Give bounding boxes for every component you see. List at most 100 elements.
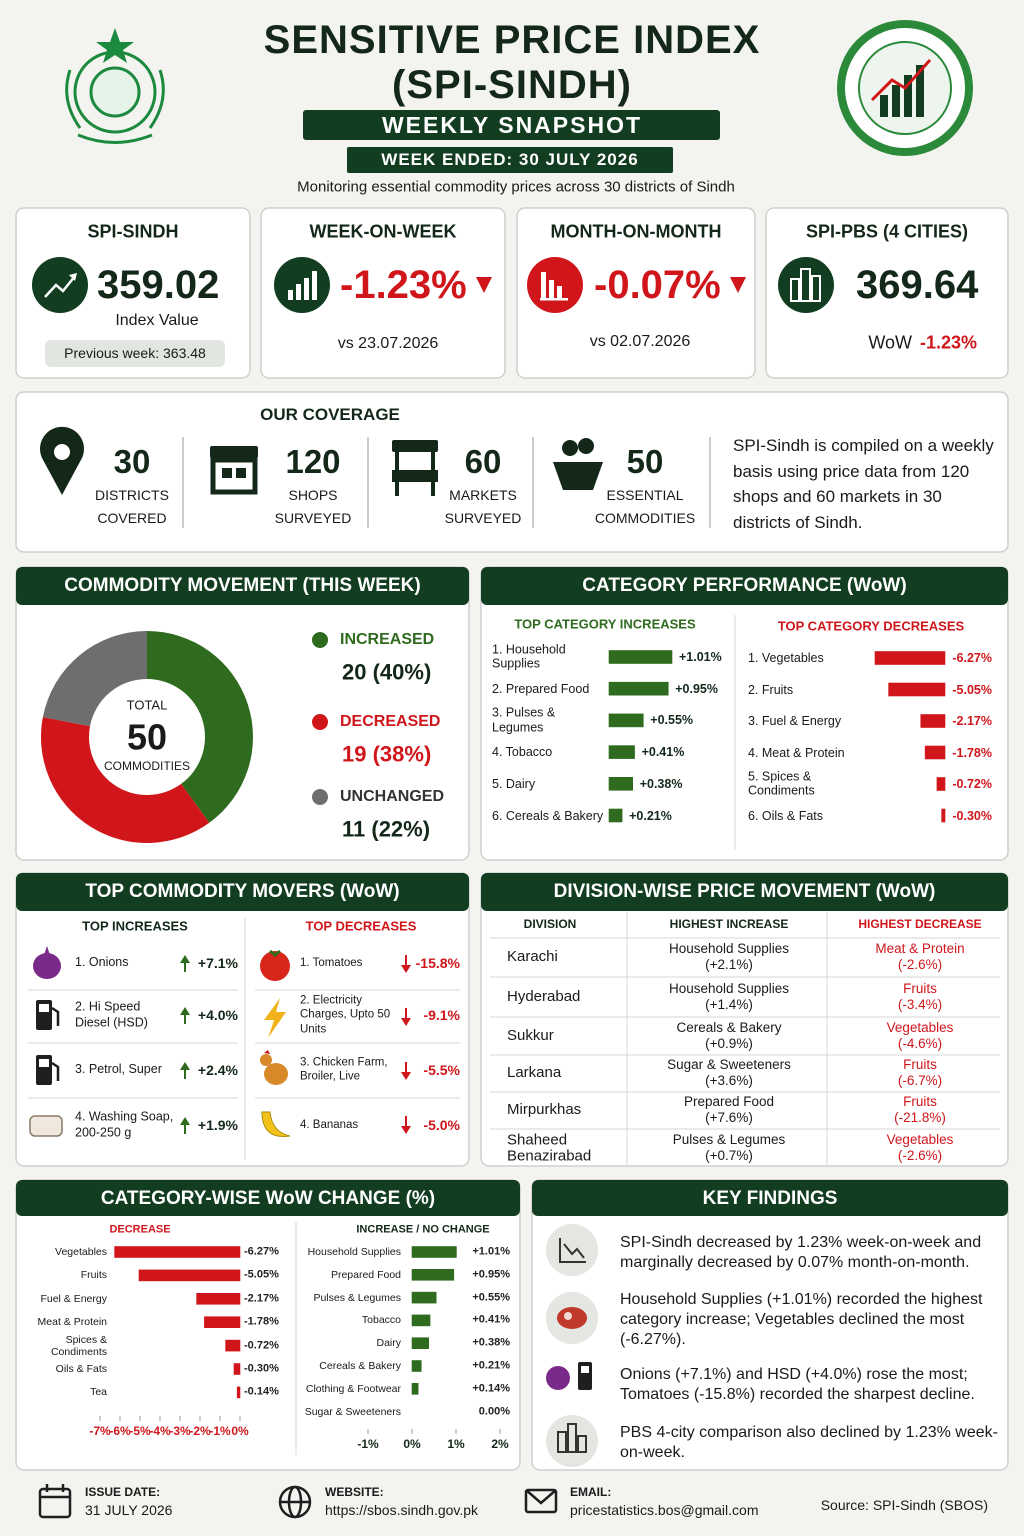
coverage-description: SPI-Sindh is compiled on a weekly basis … — [733, 436, 994, 532]
category-label: 5. Dairy — [492, 776, 536, 791]
coverage-value: 30 — [113, 443, 151, 481]
category-label: Oils & Fats — [55, 1362, 107, 1375]
legend-dot — [312, 714, 328, 730]
chart-subtitle: TOP CATEGORY DECREASES — [777, 618, 965, 634]
bar — [608, 650, 673, 664]
table-cell: Household Supplies — [668, 981, 790, 997]
subtitle: Monitoring essential commodity prices ac… — [297, 178, 735, 196]
mover-name: 3. Chicken Farm, Broiler, Live — [300, 1056, 388, 1083]
bar — [874, 651, 946, 665]
bar — [236, 1386, 241, 1399]
division-name: Larkana — [507, 1064, 562, 1082]
mover-name: 2. Electricity Charges, Upto 50 Units — [300, 994, 391, 1036]
legend-label: UNCHANGED — [340, 787, 444, 805]
table-cell: (-2.6%) — [897, 1148, 943, 1164]
kpi-title: MONTH-ON-MONTH — [550, 221, 722, 242]
dividers — [182, 437, 711, 528]
category-label: 6. Oils & Fats — [748, 808, 824, 823]
value-label: +0.21% — [472, 1359, 510, 1372]
chart-subtitle: TOP CATEGORY INCREASES — [514, 616, 696, 632]
x-tick-label: -6% — [109, 1424, 131, 1439]
mover-icons — [29, 946, 291, 1137]
mover-change: -15.8% — [415, 954, 460, 971]
bar — [411, 1246, 457, 1258]
x-tick-label: -4% — [149, 1424, 171, 1439]
bar — [196, 1293, 241, 1305]
value-label: 0.00% — [478, 1405, 510, 1418]
footer-label: WEBSITE: — [325, 1485, 384, 1500]
division-name: Karachi — [507, 948, 558, 966]
week-text: WEEK ENDED: 30 JULY 2026 — [381, 150, 639, 170]
x-tick-label: -2% — [189, 1424, 211, 1439]
table-cell: (-3.4%) — [897, 997, 943, 1013]
table-cell: (-2.6%) — [897, 957, 943, 973]
legend-value: 19 (38%) — [342, 741, 432, 767]
coverage-label: ESSENTIAL COMMODITIES — [594, 486, 696, 526]
chart-subtitle: DECREASE — [109, 1223, 171, 1236]
category-label: Household Supplies — [307, 1245, 401, 1258]
bar — [941, 808, 946, 823]
category-label: 3. Fuel & Energy — [748, 713, 842, 728]
legend-dot — [312, 789, 328, 805]
category-label: Spices & Condiments — [50, 1333, 107, 1358]
category-label: Clothing & Footwear — [305, 1382, 401, 1395]
coverage-value: 60 — [464, 443, 502, 481]
movers-title: TOP INCREASES — [82, 918, 188, 934]
bar — [608, 745, 635, 759]
bar — [411, 1383, 419, 1395]
mover-name: 3. Petrol, Super — [75, 1062, 162, 1077]
table-cell: Fruits — [903, 1057, 937, 1073]
division-name: Shaheed Benazirabad — [507, 1131, 592, 1164]
table-cell: Meat & Protein — [875, 941, 965, 957]
bar — [411, 1337, 430, 1349]
value-label: +0.38% — [472, 1336, 510, 1349]
section-title: DIVISION-WISE PRICE MOVEMENT (WoW) — [553, 881, 936, 903]
bar — [411, 1269, 455, 1281]
kpi-title: WEEK-ON-WEEK — [309, 221, 457, 242]
value-label: +0.95% — [675, 681, 718, 696]
section-title: TOP COMMODITY MOVERS (WoW) — [85, 881, 400, 903]
section-title: CATEGORY PERFORMANCE (WoW) — [582, 575, 907, 597]
mover-change: +1.9% — [197, 1116, 238, 1133]
kpi-note: vs 23.07.2026 — [337, 334, 439, 352]
x-tick-label: 1% — [447, 1437, 465, 1452]
kpi-note: Previous week: 363.48 — [64, 344, 206, 361]
category-label: 4. Meat & Protein — [748, 745, 845, 760]
table-cell: Household Supplies — [668, 941, 790, 957]
category-label: Prepared Food — [330, 1268, 401, 1281]
bar — [608, 808, 623, 823]
category-label: 3. Pulses & Legumes — [492, 706, 556, 735]
footer-value: https://sbos.sindh.gov.pk — [325, 1501, 479, 1518]
value-label: +0.55% — [472, 1291, 510, 1304]
kpi-value: -1.23% — [340, 263, 467, 307]
category-label: 2. Prepared Food — [492, 681, 590, 696]
category-label: Fruits — [80, 1269, 107, 1282]
bar — [920, 714, 946, 728]
kpi-note: WoW — [868, 332, 912, 353]
coverage-label: DISTRICTS COVERED — [95, 486, 169, 526]
mover-name: 4. Bananas — [300, 1118, 359, 1131]
value-label: +1.01% — [472, 1245, 510, 1258]
category-label: Pulses & Legumes — [313, 1291, 401, 1304]
mover-change: -5.0% — [423, 1116, 460, 1133]
category-label: 2. Fruits — [748, 682, 794, 697]
legend-value: 20 (40%) — [342, 659, 432, 685]
table-cell: (+0.7%) — [705, 1148, 753, 1164]
value-label: -0.30% — [244, 1362, 279, 1375]
coverage-icons — [40, 426, 603, 496]
panels — [15, 566, 1009, 1471]
bar — [411, 1360, 422, 1372]
donut-slice — [147, 630, 254, 823]
logo-right — [837, 20, 973, 156]
banner-text: WEEKLY SNAPSHOT — [381, 111, 643, 138]
bar — [225, 1339, 241, 1352]
division-name: Sukkur — [507, 1027, 554, 1045]
table-header: HIGHEST INCREASE — [669, 917, 789, 932]
footer-value: 31 JULY 2026 — [85, 1501, 173, 1518]
coverage-box — [15, 391, 1009, 553]
bar — [608, 776, 634, 791]
kpi-note-value: -1.23% — [920, 332, 978, 353]
x-tick-label: 0% — [403, 1437, 421, 1452]
table-cell: (+7.6%) — [705, 1110, 753, 1126]
